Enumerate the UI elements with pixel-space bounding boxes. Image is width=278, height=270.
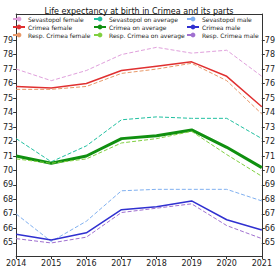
svg-text:Resp. Crimea female: Resp. Crimea female: [28, 32, 91, 40]
svg-text:77: 77: [3, 65, 13, 74]
svg-text:75: 75: [3, 94, 13, 103]
svg-text:73: 73: [265, 123, 275, 132]
svg-text:73: 73: [3, 123, 13, 132]
svg-text:75: 75: [265, 94, 275, 103]
svg-text:Crimea on average: Crimea on average: [109, 24, 167, 32]
svg-text:76: 76: [3, 79, 13, 88]
svg-text:2016: 2016: [76, 259, 96, 268]
svg-text:72: 72: [3, 137, 13, 146]
svg-text:65: 65: [265, 238, 275, 247]
svg-text:78: 78: [3, 50, 13, 59]
svg-text:79: 79: [265, 36, 275, 45]
svg-text:65: 65: [3, 238, 13, 247]
svg-text:2019: 2019: [181, 259, 201, 268]
svg-text:2014: 2014: [6, 259, 26, 268]
svg-text:Resp. Crimea on average: Resp. Crimea on average: [109, 32, 185, 40]
svg-text:Life expectancy at birth in Cr: Life expectancy at birth in Crimea and i…: [45, 7, 234, 16]
svg-text:2021: 2021: [252, 259, 272, 268]
svg-text:Sevastopol male: Sevastopol male: [202, 16, 252, 24]
svg-text:67: 67: [265, 209, 275, 218]
svg-text:Sevastopol on average: Sevastopol on average: [109, 16, 178, 24]
svg-text:Crimea female: Crimea female: [28, 24, 72, 31]
svg-text:2018: 2018: [146, 259, 166, 268]
svg-text:2020: 2020: [217, 259, 237, 268]
svg-text:77: 77: [265, 65, 275, 74]
svg-text:Resp. Crimea male: Resp. Crimea male: [202, 32, 259, 40]
svg-text:68: 68: [3, 195, 13, 204]
svg-text:70: 70: [3, 166, 13, 175]
svg-text:74: 74: [3, 108, 13, 117]
svg-text:Crimea male: Crimea male: [202, 24, 241, 31]
svg-text:76: 76: [265, 79, 275, 88]
svg-text:71: 71: [265, 152, 275, 161]
svg-text:2017: 2017: [111, 259, 131, 268]
svg-text:71: 71: [3, 152, 13, 161]
svg-text:74: 74: [265, 108, 275, 117]
svg-text:68: 68: [265, 195, 275, 204]
svg-text:69: 69: [3, 180, 13, 189]
svg-text:67: 67: [3, 209, 13, 218]
svg-text:2015: 2015: [41, 259, 61, 268]
svg-text:72: 72: [265, 137, 275, 146]
svg-text:78: 78: [265, 50, 275, 59]
svg-text:66: 66: [265, 224, 275, 233]
svg-text:79: 79: [3, 36, 13, 45]
svg-text:69: 69: [265, 180, 275, 189]
svg-text:66: 66: [3, 224, 13, 233]
svg-text:70: 70: [265, 166, 275, 175]
svg-text:Sevastopol female: Sevastopol female: [28, 16, 84, 24]
